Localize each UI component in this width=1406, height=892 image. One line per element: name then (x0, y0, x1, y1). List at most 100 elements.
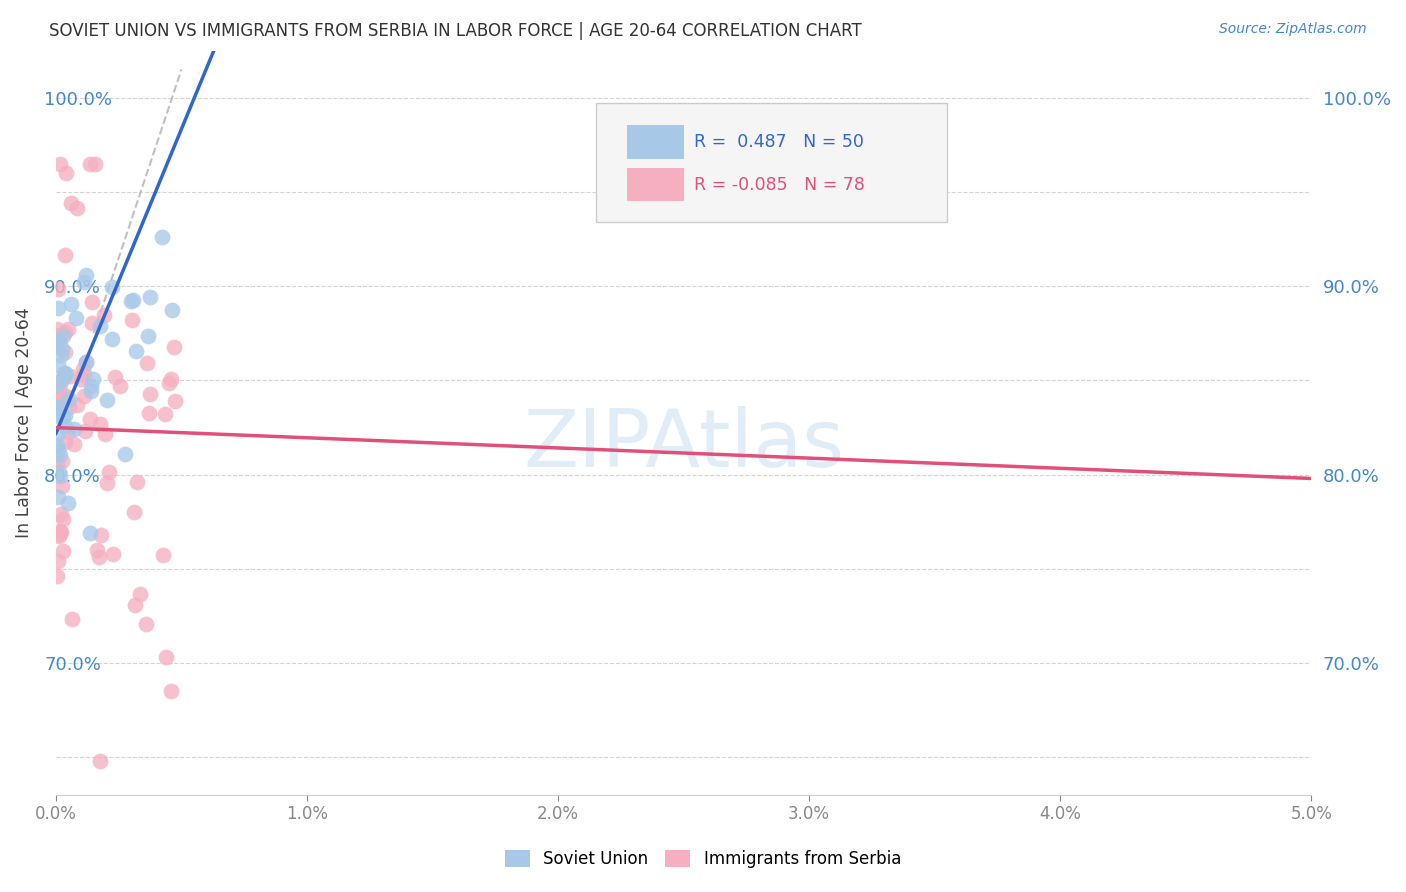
Point (83, 157, 105, 171)
Point (101, 279, 124, 293)
Point (49, 390, 72, 404)
Point (48, 465, 70, 479)
Point (46, 409, 69, 424)
Point (65, 310, 87, 325)
Point (96, 476, 118, 491)
Point (89, 417, 111, 431)
Point (49, 374, 72, 388)
Point (72, 362, 94, 376)
Point (55, 166, 77, 180)
FancyBboxPatch shape (627, 125, 683, 159)
Text: SOVIET UNION VS IMMIGRANTS FROM SERBIA IN LABOR FORCE | AGE 20-64 CORRELATION CH: SOVIET UNION VS IMMIGRANTS FROM SERBIA I… (49, 22, 862, 40)
Point (163, 340, 186, 354)
Point (53, 248, 76, 262)
FancyBboxPatch shape (596, 103, 948, 222)
Point (46, 395, 69, 409)
Point (66, 202, 89, 216)
Point (49, 508, 72, 522)
Point (51, 342, 73, 356)
Point (63, 437, 86, 451)
Point (79, 525, 101, 540)
Point (125, 475, 148, 489)
Point (46, 456, 69, 470)
Point (129, 587, 152, 601)
Point (48, 524, 70, 538)
Point (135, 616, 157, 631)
Point (52, 544, 75, 558)
Point (60, 613, 83, 627)
Point (48, 388, 70, 402)
Point (108, 378, 131, 392)
Point (46, 377, 69, 392)
Point (80, 379, 103, 393)
FancyBboxPatch shape (627, 168, 683, 201)
Point (52, 328, 75, 343)
Point (82, 294, 104, 309)
Point (86, 543, 108, 558)
Point (46, 333, 69, 347)
Point (75, 355, 97, 369)
Point (46, 401, 69, 416)
Point (55, 389, 77, 403)
Point (48, 327, 70, 342)
Point (73, 389, 96, 403)
Point (46, 554, 69, 568)
Point (150, 230, 173, 244)
Point (60, 297, 83, 311)
Point (114, 447, 136, 461)
Point (58, 322, 80, 336)
Point (90, 527, 112, 541)
Point (51, 372, 73, 386)
Point (138, 290, 160, 304)
Point (48, 336, 70, 351)
Point (120, 294, 142, 309)
Point (89, 754, 111, 768)
Point (52, 512, 75, 526)
Point (87, 549, 110, 564)
Point (48, 527, 70, 541)
Point (46, 442, 69, 457)
Point (53, 325, 76, 339)
Point (60, 195, 83, 210)
Point (52, 410, 75, 425)
Point (53, 367, 76, 381)
Point (139, 387, 162, 401)
Point (46, 339, 69, 353)
Point (75, 355, 97, 369)
Point (48, 528, 70, 542)
Point (73, 275, 96, 289)
Point (82, 372, 104, 386)
Y-axis label: In Labor Force | Age 20-64: In Labor Force | Age 20-64 (15, 308, 32, 538)
Point (160, 372, 183, 386)
Point (80, 316, 103, 330)
Point (58, 392, 80, 406)
Point (93, 308, 115, 322)
Point (49, 348, 72, 362)
Point (155, 650, 177, 665)
Point (104, 370, 127, 384)
Point (80, 384, 103, 399)
Point (160, 683, 183, 698)
Point (138, 406, 160, 420)
Point (100, 332, 122, 346)
Point (46, 301, 69, 315)
Text: Source: ZipAtlas.com: Source: ZipAtlas.com (1219, 22, 1367, 37)
Point (49, 524, 72, 539)
Point (122, 293, 145, 307)
Point (53, 367, 76, 381)
Point (63, 422, 86, 436)
Point (49, 157, 72, 171)
Point (165, 394, 187, 409)
Point (96, 393, 118, 408)
Point (125, 343, 148, 358)
Point (69, 372, 91, 386)
Point (46, 568, 69, 582)
Point (75, 268, 97, 283)
Point (122, 505, 145, 519)
Point (49, 383, 72, 397)
Point (79, 157, 101, 171)
Text: R = -0.085   N = 78: R = -0.085 N = 78 (693, 176, 865, 194)
Text: ZIPAtlas: ZIPAtlas (523, 406, 844, 484)
Point (58, 401, 80, 415)
Point (73, 368, 96, 382)
